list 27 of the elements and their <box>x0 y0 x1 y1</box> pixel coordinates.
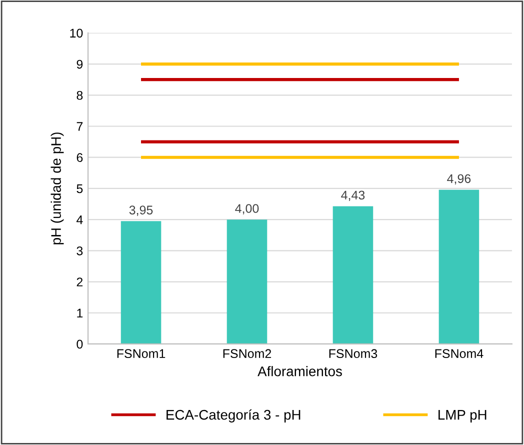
x-tick-label: FSNom4 <box>435 349 484 358</box>
bar <box>332 206 374 344</box>
y-tick-label: 6 <box>76 153 83 162</box>
y-tick-label: 9 <box>76 60 83 69</box>
legend-label: LMP pH <box>438 410 486 422</box>
y-tick-label: 1 <box>77 308 83 318</box>
y-tick-label: 0 <box>76 340 83 349</box>
y-tick-label: 5 <box>76 184 83 194</box>
bar <box>226 220 268 344</box>
y-tick-label: 10 <box>70 28 83 38</box>
y-tick-label: 3 <box>76 246 83 256</box>
x-tick-label: FSNom2 <box>223 349 272 358</box>
y-tick-label: 8 <box>76 90 83 100</box>
y-tick-label: 4 <box>76 215 83 224</box>
data-label: 4,00 <box>235 204 259 214</box>
data-label: 3,95 <box>129 206 153 216</box>
bar <box>438 190 480 344</box>
data-label: 4,43 <box>341 190 365 202</box>
x-axis-title: Afloramientos <box>258 366 342 376</box>
data-label: 4,96 <box>447 174 471 185</box>
x-tick-label: FSNom3 <box>329 349 378 358</box>
y-tick-label: 7 <box>76 122 83 131</box>
y-tick-label: 2 <box>76 278 83 286</box>
y-axis-title: pH (unidad de pH) <box>50 132 64 244</box>
bar <box>120 221 162 344</box>
legend-label: ECA-Categoría 3 - pH <box>166 409 300 422</box>
x-tick-label: FSNom1 <box>117 349 166 358</box>
